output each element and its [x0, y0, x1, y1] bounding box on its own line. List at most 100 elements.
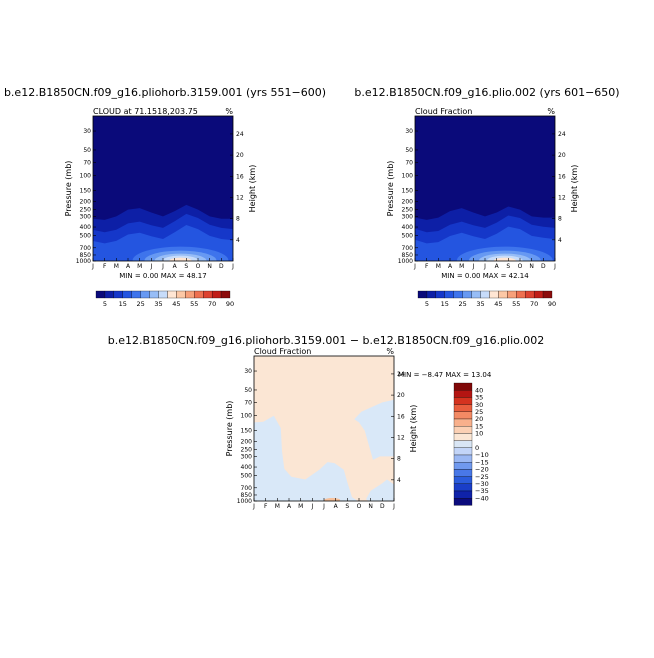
month-tick-label: M — [436, 263, 441, 270]
pressure-tick-label: 700 — [402, 245, 414, 252]
month-tick-label: F — [425, 263, 429, 270]
pressure-tick-label: 150 — [80, 188, 92, 195]
height-tick-label: 12 — [397, 434, 405, 441]
colorbar-label: 45 — [172, 300, 180, 308]
colorbar-label: 35 — [476, 300, 484, 308]
colorbar-label: 25 — [475, 408, 483, 416]
pressure-tick-label: 500 — [80, 232, 92, 239]
colorbar-swatch — [453, 397, 473, 405]
height-tick-label: 24 — [236, 131, 244, 138]
height-tick-label: 12 — [236, 194, 244, 201]
y-axis-right-label: Height (km) — [409, 405, 418, 453]
y-axis-label: Pressure (mb) — [64, 161, 73, 217]
colorbar-swatch — [453, 404, 473, 412]
colorbar-label: 40 — [475, 386, 483, 394]
pressure-tick-label: 70 — [83, 159, 91, 166]
diff-negative-region — [354, 399, 394, 460]
month-tick-label: J — [322, 503, 325, 510]
colorbar-label: 5 — [103, 300, 107, 308]
colorbar-swatch — [122, 290, 132, 299]
month-tick-label: M — [137, 263, 142, 270]
month-tick-label: A — [173, 263, 178, 270]
pressure-tick-label: 150 — [241, 428, 253, 435]
height-tick-label: 4 — [236, 237, 240, 244]
colorbar-label: 45 — [494, 300, 502, 308]
month-tick-label: S — [184, 263, 188, 270]
diff-negative-region — [254, 415, 358, 501]
month-tick-label: O — [357, 503, 362, 510]
panel-difference: b.e12.B1850CN.f09_g16.pliohorb.3159.001 … — [108, 334, 544, 521]
colorbar-label: 70 — [208, 300, 216, 308]
chart-subtitle: Cloud Fraction — [415, 107, 472, 116]
colorbar-swatch — [167, 290, 177, 299]
colorbar-swatch — [131, 290, 141, 299]
month-tick-label: M — [298, 503, 303, 510]
pressure-tick-label: 300 — [402, 213, 414, 220]
pressure-tick-label: 200 — [402, 198, 414, 205]
pressure-tick-label: 100 — [241, 413, 253, 420]
units-label: % — [386, 347, 394, 356]
colorbar-swatch — [444, 290, 454, 299]
units-label: % — [225, 107, 233, 116]
pressure-tick-label: 1000 — [76, 258, 91, 265]
pressure-tick-label: 30 — [244, 368, 252, 375]
month-tick-label: N — [529, 263, 534, 270]
plot-mask — [92, 261, 234, 281]
diff-positive-region — [370, 477, 383, 484]
pressure-tick-label: 30 — [83, 128, 91, 135]
colorbar-swatch — [542, 290, 553, 299]
colorbar-label: 35 — [475, 394, 483, 402]
month-tick-label: J — [413, 263, 416, 270]
pressure-tick-label: 200 — [241, 438, 253, 445]
month-tick-label: S — [345, 503, 349, 510]
pressure-tick-label: 150 — [402, 188, 414, 195]
colorbar-swatch — [203, 290, 213, 299]
colorbar-label: 0 — [475, 444, 479, 452]
height-tick-label: 8 — [558, 216, 562, 223]
colorbar-swatch — [453, 426, 473, 434]
colorbar-swatch — [149, 290, 159, 299]
colorbar-label: −15 — [475, 458, 489, 466]
colorbar-swatch — [104, 290, 115, 299]
height-tick-label: 4 — [558, 237, 562, 244]
colorbar-swatch — [417, 290, 428, 299]
colorbar-swatch — [462, 290, 472, 299]
colorbar-swatch — [453, 454, 473, 463]
colorbar-swatch — [453, 390, 473, 398]
month-tick-label: S — [506, 263, 510, 270]
month-tick-label: D — [541, 263, 546, 270]
pressure-tick-label: 400 — [80, 224, 92, 231]
height-tick-label: 20 — [558, 152, 566, 159]
pressure-tick-label: 250 — [80, 207, 92, 214]
colorbar-swatch — [453, 447, 473, 456]
colorbar-label: 30 — [475, 401, 483, 409]
chart-subtitle: CLOUD at 71.1518,203.75 — [93, 107, 198, 116]
colorbar-label: 25 — [137, 300, 145, 308]
colorbar-swatch — [158, 290, 168, 299]
month-tick-label: J — [483, 263, 486, 270]
colorbar-swatch — [435, 290, 445, 299]
colorbar-swatch — [507, 290, 517, 299]
pressure-tick-label: 850 — [241, 492, 253, 499]
colorbar-swatch — [453, 483, 473, 492]
month-tick-label: F — [103, 263, 107, 270]
pressure-tick-label: 300 — [241, 453, 253, 460]
min-max-label: MIN = −8.47 MAX = 13.04 — [398, 371, 492, 379]
pressure-tick-label: 500 — [241, 472, 253, 479]
chart-title: b.e12.B1850CN.f09_g16.pliohorb.3159.001 … — [108, 334, 544, 347]
month-tick-label: J — [161, 263, 164, 270]
height-tick-label: 16 — [236, 173, 244, 180]
colorbar-swatch — [489, 290, 499, 299]
colorbar-label: −25 — [475, 473, 489, 481]
pressure-tick-label: 50 — [405, 147, 413, 154]
pressure-tick-label: 200 — [80, 198, 92, 205]
colorbar-swatch — [113, 290, 123, 299]
chart-subtitle: Cloud Fraction — [254, 347, 311, 356]
pressure-tick-label: 850 — [80, 252, 92, 259]
month-tick-label: J — [149, 263, 152, 270]
colorbar-swatch — [95, 290, 106, 299]
colorbar-swatch — [480, 290, 490, 299]
panel-plio: b.e12.B1850CN.f09_g16.plio.002 (yrs 601−… — [354, 86, 619, 308]
colorbar-swatch — [211, 290, 222, 299]
height-tick-label: 16 — [397, 413, 405, 420]
